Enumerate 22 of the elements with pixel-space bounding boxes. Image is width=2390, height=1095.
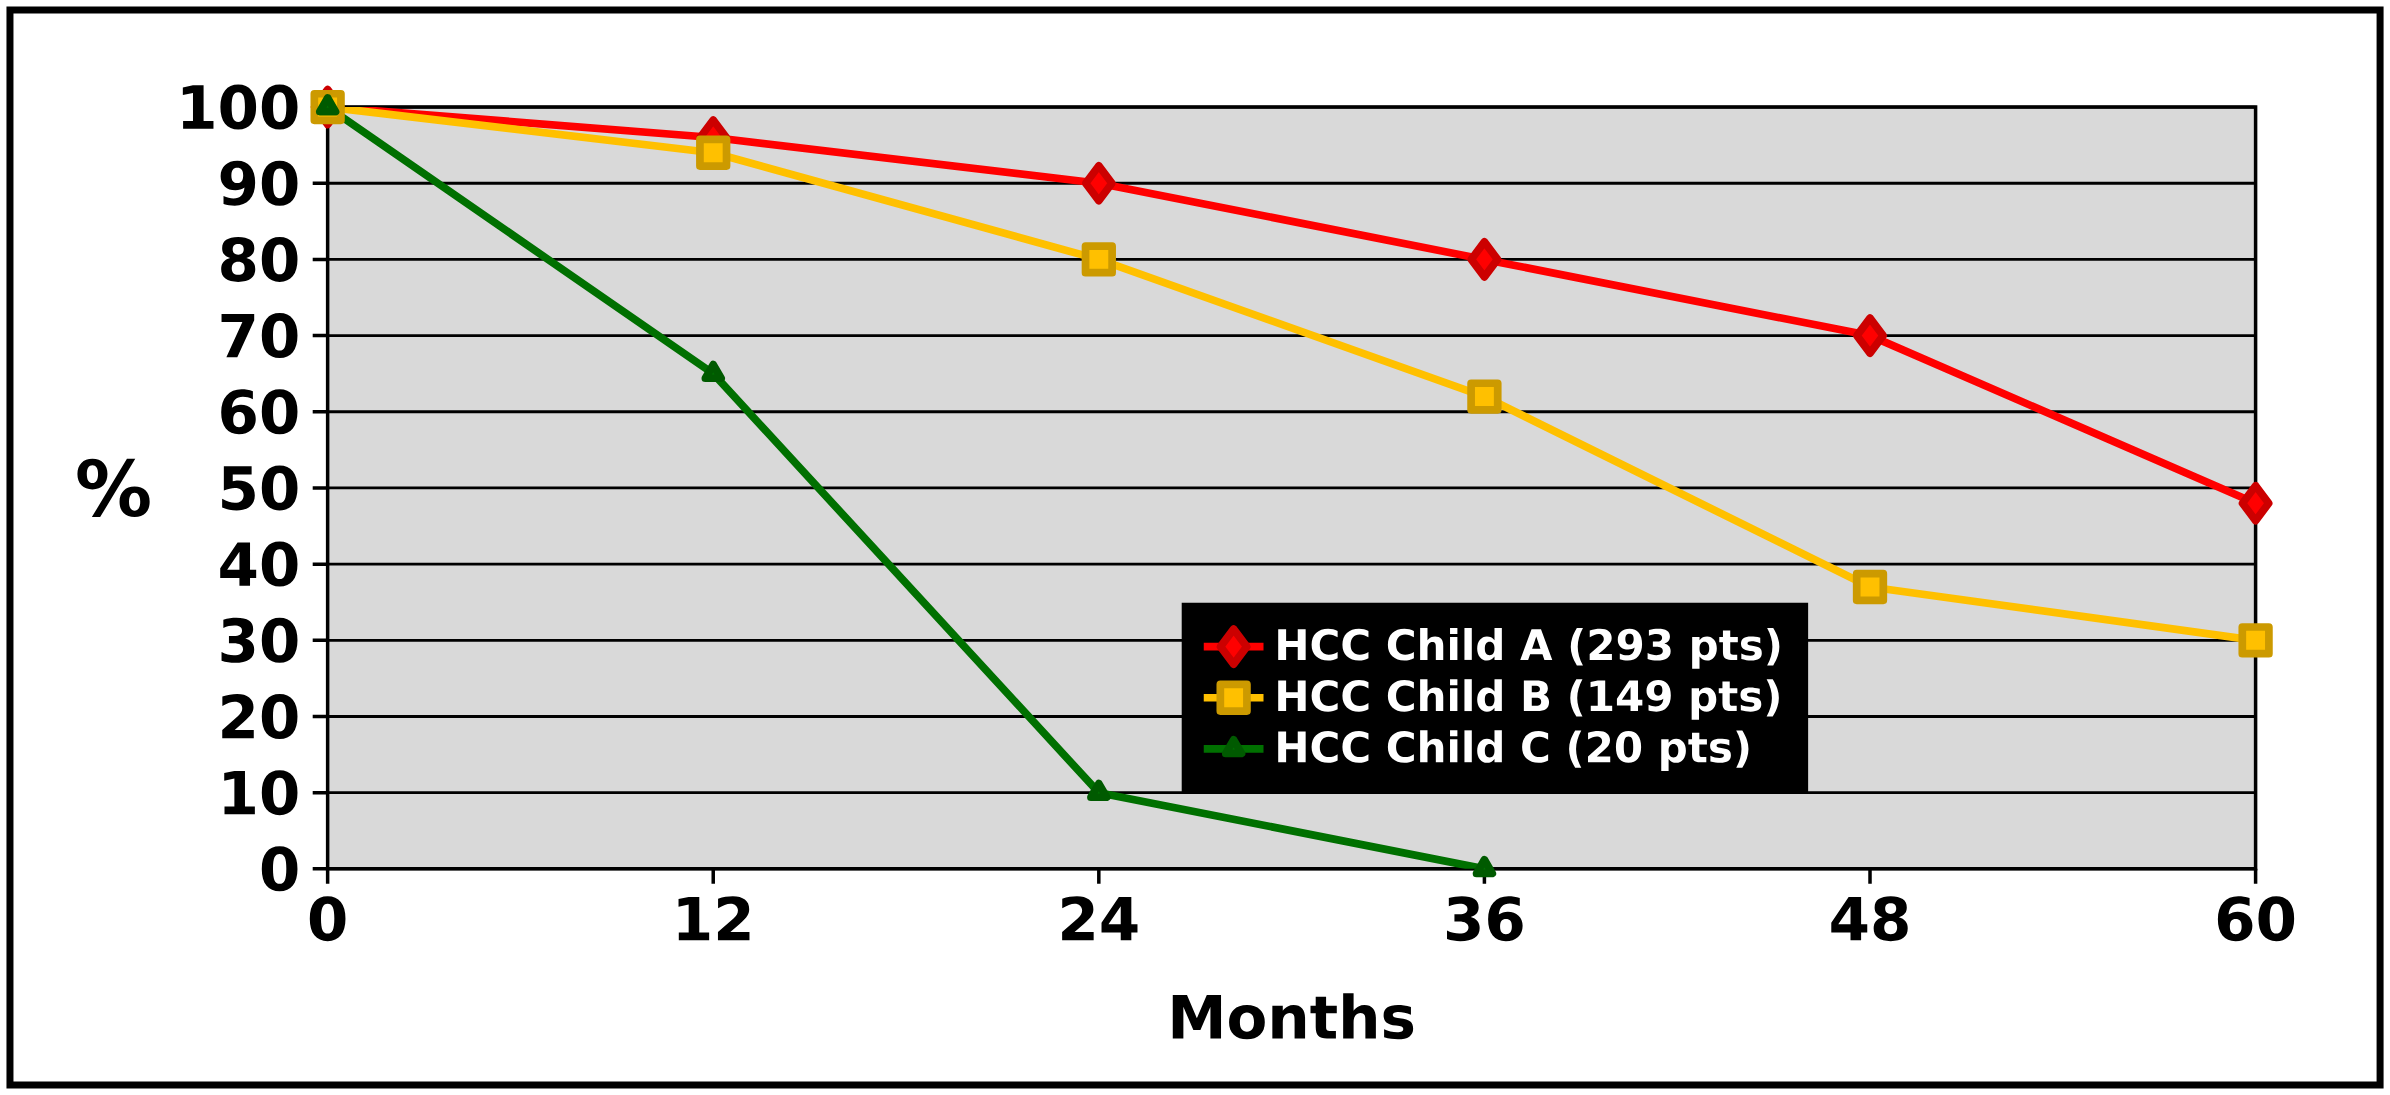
y-tick-label: 80 — [221, 236, 298, 282]
y-tick-label: 90 — [220, 160, 298, 206]
y-tick-label: 60 — [221, 389, 298, 435]
y-tick-label: 70 — [221, 313, 298, 359]
y-tick-label: 0 — [261, 846, 298, 892]
x-tick-label: 24 — [1062, 896, 1138, 941]
x-tick-label: 48 — [1831, 896, 1908, 942]
y-tick-label: 100 — [182, 84, 298, 130]
y-tick-label: 50 — [222, 465, 298, 511]
y-tick-label: 10 — [224, 770, 298, 816]
legend-label: HCC Child B (149 pts) — [1278, 679, 1779, 720]
x-tick-label: 0 — [309, 896, 346, 942]
x-tick-label: 12 — [678, 896, 750, 941]
y-axis-title: % — [77, 458, 150, 518]
y-tick-label: 40 — [220, 541, 298, 587]
legend-label: HCC Child C (20 pts) — [1278, 730, 1749, 771]
y-tick-label: 30 — [221, 617, 298, 663]
x-tick-label: 36 — [1447, 896, 1523, 942]
legend-label: HCC Child A (293 pts) — [1278, 628, 1780, 669]
y-tick-label: 20 — [222, 694, 298, 740]
x-axis-title: Months — [1172, 993, 1414, 1040]
x-tick-label: 60 — [2217, 896, 2295, 942]
